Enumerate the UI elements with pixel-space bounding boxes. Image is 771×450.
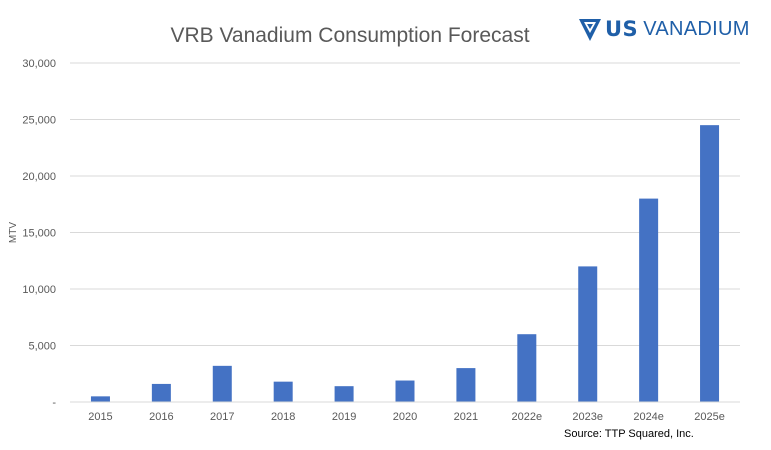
x-tick-label: 2022e	[512, 411, 543, 423]
x-axis-ticks: 2015 2016 2017 2018 2019 2020 2021 2022e 2023e 20…	[88, 411, 725, 423]
x-tick-label: 2024e	[633, 411, 664, 423]
x-tick-label: 2018	[271, 411, 295, 423]
y-tick-label: 25,000	[22, 115, 56, 127]
x-tick-label: 2020	[393, 411, 417, 423]
y-tick-label: 30,000	[22, 58, 56, 70]
bar-2017	[212, 365, 232, 402]
chart-title: VRB Vanadium Consumption Forecast	[170, 24, 530, 47]
logo-us-text: US	[605, 17, 639, 41]
y-axis-label: MTV	[8, 222, 19, 243]
bar-2022e	[517, 334, 537, 402]
us-vanadium-logo: US VANADIUM	[579, 14, 750, 44]
y-tick-label: 10,000	[22, 284, 56, 296]
y-axis-ticks: - 5,000 10,000 15,000 20,000 25,000 30,000	[22, 58, 56, 409]
bars	[90, 125, 720, 403]
x-tick-label: 2025e	[694, 411, 725, 423]
y-tick-label: -	[52, 397, 56, 409]
bar-2020	[395, 380, 415, 402]
x-tick-label: 2021	[454, 411, 478, 423]
bar-2024e	[639, 198, 659, 402]
bar-2021	[456, 368, 476, 402]
bar-2023e	[578, 266, 598, 402]
y-tick-label: 5,000	[28, 341, 56, 353]
x-tick-label: 2016	[149, 411, 173, 423]
logo-vanadium-text: VANADIUM	[643, 17, 750, 40]
x-tick-label: 2015	[88, 411, 112, 423]
x-tick-label: 2019	[332, 411, 356, 423]
bar-2015	[90, 396, 110, 402]
source-note: Source: TTP Squared, Inc.	[564, 428, 694, 440]
gridlines	[70, 62, 740, 346]
bar-2025e	[700, 125, 720, 403]
x-tick-label: 2023e	[572, 411, 603, 423]
bar-2016	[151, 383, 171, 402]
bar-2019	[334, 386, 354, 402]
vanadium-v-icon	[579, 19, 601, 41]
y-tick-label: 20,000	[22, 171, 56, 183]
bar-2018	[273, 381, 293, 402]
y-tick-label: 15,000	[22, 228, 56, 240]
x-tick-label: 2017	[210, 411, 234, 423]
